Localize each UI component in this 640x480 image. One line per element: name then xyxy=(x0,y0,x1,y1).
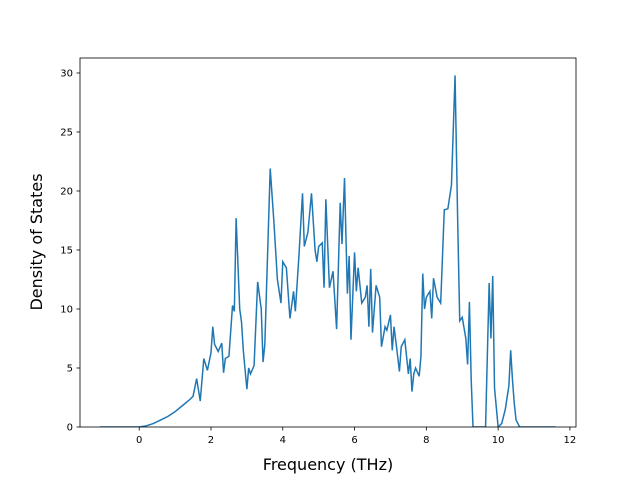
y-tick-label: 20 xyxy=(60,186,73,197)
y-tick-label: 15 xyxy=(60,245,73,256)
y-axis-label: Density of States xyxy=(27,173,46,310)
y-tick-label: 30 xyxy=(60,68,73,79)
y-tick-label: 25 xyxy=(60,127,73,138)
y-tick-label: 5 xyxy=(67,363,73,374)
x-axis-label: Frequency (THz) xyxy=(263,455,393,474)
axes-frame xyxy=(79,57,577,428)
y-tick-label: 10 xyxy=(60,304,73,315)
x-tick-label: 0 xyxy=(136,435,142,446)
plot-area xyxy=(99,75,556,427)
x-tick-label: 6 xyxy=(351,435,357,446)
x-tick-label: 10 xyxy=(492,435,505,446)
x-tick-label: 12 xyxy=(564,435,577,446)
y-tick-label: 0 xyxy=(67,423,73,434)
x-tick-label: 4 xyxy=(280,435,286,446)
x-tick-label: 2 xyxy=(208,435,214,446)
data-line xyxy=(99,75,556,427)
x-tick-label: 8 xyxy=(423,435,429,446)
